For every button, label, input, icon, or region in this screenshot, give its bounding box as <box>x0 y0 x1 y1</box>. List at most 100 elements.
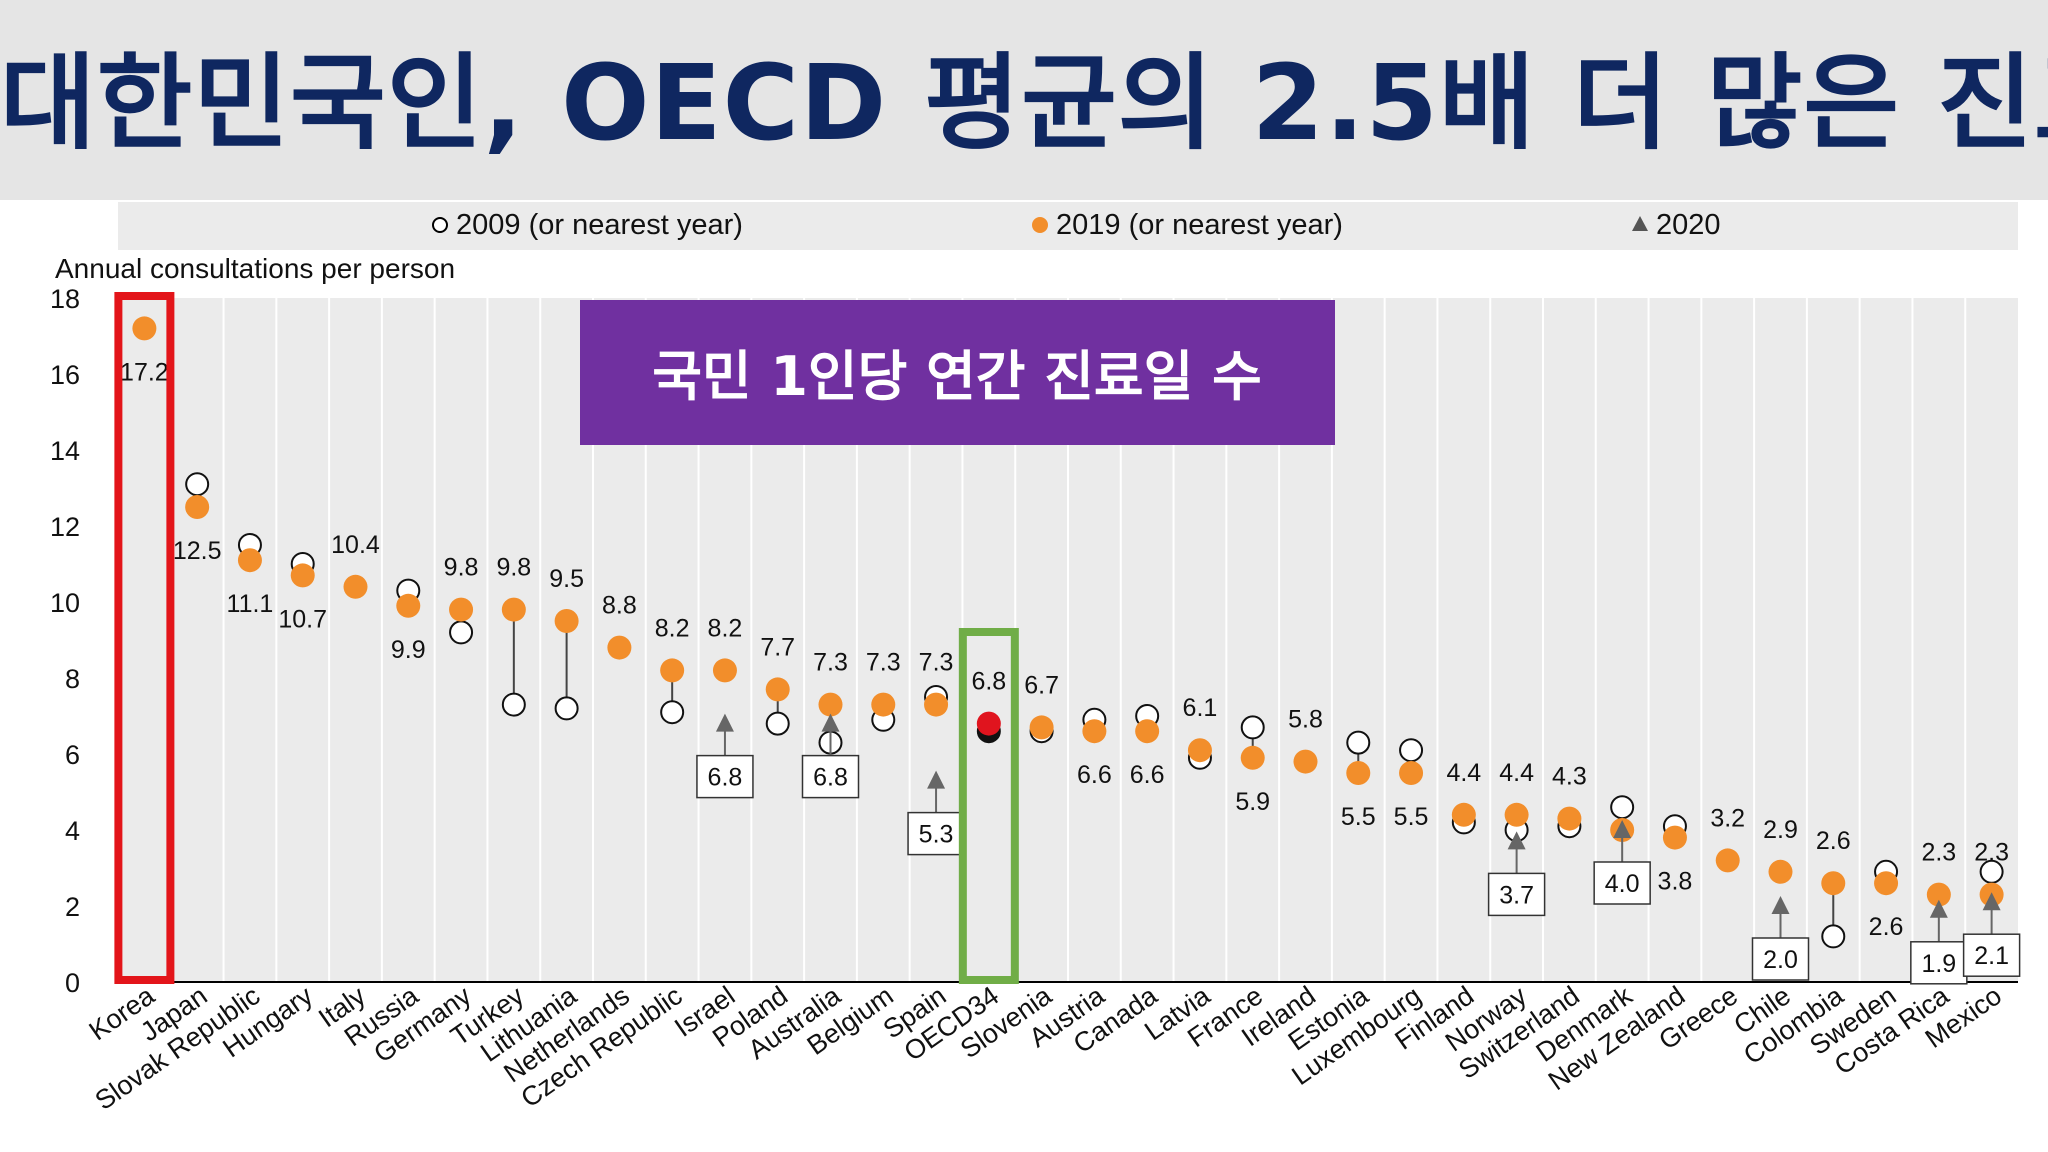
point-2019 <box>818 692 843 717</box>
y-axis-title: Annual consultations per person <box>55 253 455 284</box>
y-tick-label: 16 <box>50 360 80 390</box>
value-label: 6.8 <box>971 668 1006 696</box>
point-2009 <box>660 700 685 725</box>
point-2019 <box>1504 802 1529 827</box>
oecd-highlight-box <box>958 628 1019 984</box>
callouts-2020: 6.8 6.8 5.3 3.7 4.0 2.0 1.9 2.1 <box>696 713 2021 985</box>
value-label: 17.2 <box>120 358 169 386</box>
callout-value: 6.8 <box>813 764 848 792</box>
point-2019 <box>976 711 1001 736</box>
callout-box <box>1593 861 1651 905</box>
value-label: 2.9 <box>1763 816 1798 844</box>
callout-box <box>907 811 965 856</box>
point-2019 <box>1029 715 1054 740</box>
badge-text: 국민 1인당 연간 진료일 수 <box>652 345 1262 408</box>
point-2019 <box>924 692 949 717</box>
value-label: 10.7 <box>278 605 327 633</box>
value-label: 8.2 <box>708 614 743 642</box>
point-2019 <box>1135 719 1160 744</box>
point-2019 <box>1926 882 1951 907</box>
point-2020 <box>1507 831 1526 850</box>
value-label: 2.6 <box>1869 913 1904 941</box>
y-tick-label: 10 <box>50 588 80 618</box>
point-2019 <box>1399 761 1424 785</box>
badge-background <box>580 300 1335 445</box>
point-2019 <box>1715 848 1740 873</box>
point-2019 <box>501 597 526 622</box>
value-label: 3.8 <box>1658 868 1693 896</box>
value-label: 6.7 <box>1024 671 1059 699</box>
point-2019 <box>1346 761 1371 785</box>
value-label: 5.8 <box>1288 706 1323 734</box>
legend-label: 2020 <box>1656 209 1721 241</box>
point-2019 <box>1874 871 1899 896</box>
value-label: 3.2 <box>1710 804 1745 832</box>
value-label: 6.6 <box>1130 761 1165 789</box>
callout-box <box>1751 937 1810 981</box>
point-2020 <box>1771 896 1790 914</box>
point-2019 <box>1240 745 1265 770</box>
value-label: 9.9 <box>391 636 426 664</box>
value-label: 4.4 <box>1446 759 1481 787</box>
point-2009 <box>1240 715 1265 740</box>
value-label: 2.3 <box>1974 839 2009 867</box>
value-label: 11.1 <box>227 590 274 618</box>
point-2019 <box>871 692 896 717</box>
value-label: 5.9 <box>1235 788 1270 816</box>
value-label: 9.8 <box>496 554 531 582</box>
korea-highlight-box <box>114 292 175 984</box>
point-2009 <box>185 472 210 497</box>
value-label: 8.2 <box>655 614 690 642</box>
point-2019 <box>1768 859 1793 884</box>
y-tick-label: 2 <box>65 892 80 922</box>
point-2019 <box>185 495 210 519</box>
value-label: 5.5 <box>1341 803 1376 831</box>
y-tick-label: 0 <box>65 968 80 998</box>
point-2009 <box>449 620 474 645</box>
legend-label: 2019 (or nearest year) <box>1056 209 1343 241</box>
point-2019 <box>1293 749 1318 774</box>
value-label: 6.1 <box>1183 694 1218 722</box>
callout-box <box>1962 933 2021 977</box>
callout-value: 2.1 <box>1974 942 2009 970</box>
point-2019 <box>1821 871 1846 896</box>
series-2019 <box>132 316 2004 907</box>
point-2009 <box>501 692 526 717</box>
value-label: 7.7 <box>760 633 795 661</box>
value-label: 2.6 <box>1816 827 1851 855</box>
callout-value: 1.9 <box>1921 950 1956 978</box>
point-2019 <box>1557 806 1582 831</box>
point-2009 <box>1610 795 1635 820</box>
point-2020 <box>715 713 734 732</box>
callout-box <box>1487 872 1546 917</box>
title-banner: 대한민국인, OECD 평균의 2.5배 더 많은 진료 <box>0 0 2048 200</box>
value-label: 5.5 <box>1394 803 1429 831</box>
value-label: 7.3 <box>919 649 954 677</box>
callout-value: 4.0 <box>1605 870 1640 898</box>
value-labels: 17.2 12.511.110.7 10.4 9.9 9.8 9.8 9.5 8.8 8.2 8.… <box>120 358 2009 941</box>
y-tick-label: 14 <box>50 436 80 466</box>
callout-value: 3.7 <box>1499 881 1534 909</box>
y-tick-label: 12 <box>50 512 80 542</box>
legend-marker-2009 <box>432 217 448 233</box>
point-2019 <box>1662 825 1687 850</box>
point-2009 <box>1821 924 1846 949</box>
value-label: 9.5 <box>549 565 584 593</box>
value-label: 4.4 <box>1499 759 1534 787</box>
value-label: 6.6 <box>1077 761 1112 789</box>
point-2009 <box>1346 730 1371 755</box>
callout-value: 2.0 <box>1763 946 1798 974</box>
point-2019 <box>765 677 790 702</box>
point-2019 <box>343 574 368 599</box>
value-label: 2.3 <box>1921 839 1956 867</box>
y-tick-label: 4 <box>65 816 80 846</box>
point-2019 <box>1451 802 1476 827</box>
value-label: 10.4 <box>331 531 380 559</box>
point-2009 <box>1399 738 1424 763</box>
value-label: 7.3 <box>866 649 901 677</box>
point-2020 <box>1982 892 2001 911</box>
value-label: 8.8 <box>602 592 637 620</box>
callout-value: 6.8 <box>708 764 743 792</box>
